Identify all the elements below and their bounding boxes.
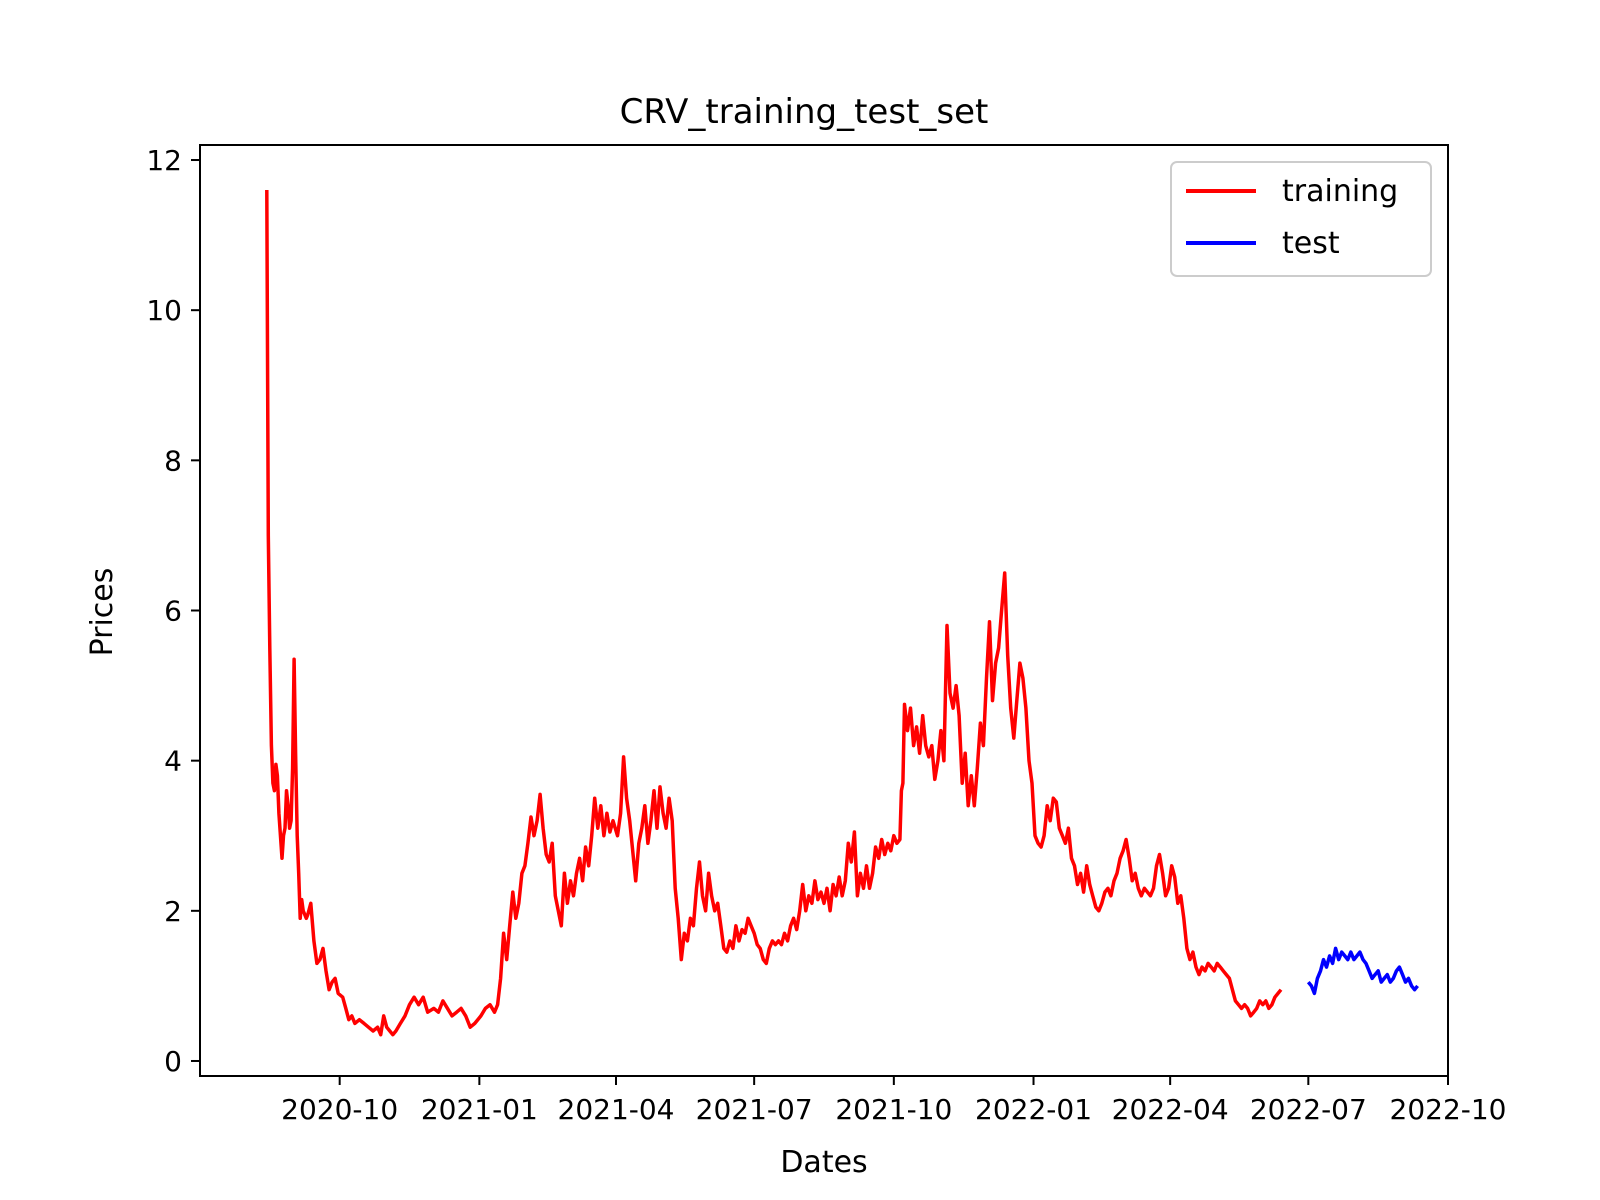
x-tick-label: 2020-10: [281, 1093, 398, 1126]
x-tick-label: 2021-04: [558, 1093, 675, 1126]
series-layer: [265, 189, 1419, 1037]
y-axis-title: Prices: [85, 568, 120, 657]
y-tick-label: 8: [164, 444, 182, 477]
legend: training test: [1170, 161, 1432, 277]
x-tick-label: 2022-04: [1112, 1093, 1229, 1126]
x-tick-label: 2021-01: [421, 1093, 538, 1126]
x-axis-title: Dates: [780, 1145, 867, 1180]
y-axis: 0 2 4 6 8 10 12: [146, 144, 200, 1078]
series-line-training: [265, 189, 1283, 1037]
x-tick-label: 2021-07: [696, 1093, 813, 1126]
y-tick-label: 10: [146, 294, 182, 327]
y-tick-label: 6: [164, 595, 182, 628]
series-line-test: [1306, 946, 1419, 996]
x-axis: 2020-10 2021-01 2021-04 2021-07 2021-10 2022-…: [281, 1076, 1507, 1126]
axes-frame: [199, 144, 1449, 1077]
y-tick-label: 12: [146, 144, 182, 177]
x-tick-label: 2021-10: [835, 1093, 952, 1126]
y-tick-label: 2: [164, 895, 182, 928]
chart-title: CRV_training_test_set: [620, 92, 989, 132]
x-tick-label: 2022-10: [1390, 1093, 1507, 1126]
x-tick-label: 2022-07: [1250, 1093, 1367, 1126]
y-tick-label: 0: [164, 1045, 182, 1078]
legend-label-training: training: [1282, 174, 1398, 209]
legend-label-test: test: [1282, 226, 1340, 261]
x-tick-label: 2022-01: [975, 1093, 1092, 1126]
y-tick-label: 4: [164, 745, 182, 778]
plot-area: [199, 144, 1449, 1077]
